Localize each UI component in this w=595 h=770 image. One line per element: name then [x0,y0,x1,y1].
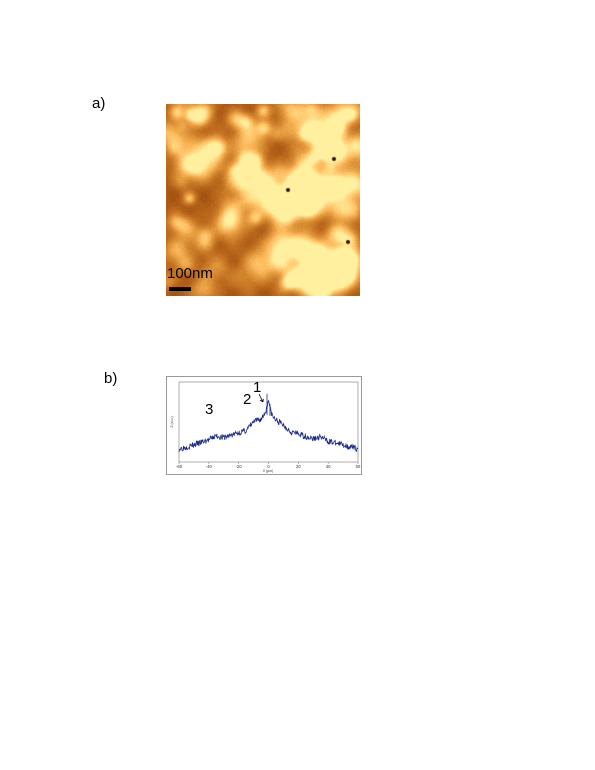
x-tick-label: 0 [267,464,270,469]
afm-topography-image [166,104,360,296]
x-tick-label: 60 [356,464,361,469]
peak-label-3: 3 [205,401,214,418]
panel-b-label: b) [104,370,118,387]
x-tick-label: 40 [326,464,331,469]
panel-a-label: a) [92,95,106,112]
x-axis-label: X (µm) [263,469,274,473]
peak-arrow [258,393,264,403]
y-axis-label: Z (a.u.) [170,416,174,427]
x-tick-label: -60 [176,464,183,469]
x-tick-label: -20 [236,464,243,469]
x-tick-label: -40 [206,464,213,469]
scale-bar [169,287,191,291]
x-tick-label: 20 [296,464,301,469]
profile-plot-frame: -60 -40 -20 0 20 40 60 Z (a.u.) X (µm) [166,376,362,475]
series-line [178,399,359,453]
plot-area [178,381,359,463]
profile-plot: -60 -40 -20 0 20 40 60 Z (a.u.) X (µm) [170,381,361,473]
peak-label-2: 2 [243,391,252,408]
scale-bar-label: 100nm [167,265,213,282]
peak-label-1: 1 [253,379,262,396]
